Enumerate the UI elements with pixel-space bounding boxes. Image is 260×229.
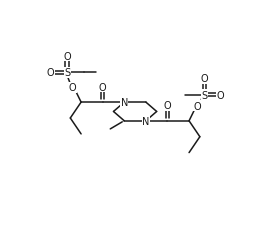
- Text: O: O: [47, 68, 54, 78]
- Text: S: S: [64, 68, 70, 78]
- Text: O: O: [200, 74, 208, 84]
- Text: O: O: [164, 101, 171, 111]
- Text: N: N: [121, 98, 128, 108]
- Text: O: O: [217, 90, 224, 100]
- Text: S: S: [201, 90, 207, 100]
- Text: O: O: [63, 52, 71, 61]
- Text: O: O: [194, 101, 202, 111]
- Text: N: N: [142, 116, 149, 126]
- Text: O: O: [99, 82, 107, 92]
- Text: O: O: [69, 83, 76, 93]
